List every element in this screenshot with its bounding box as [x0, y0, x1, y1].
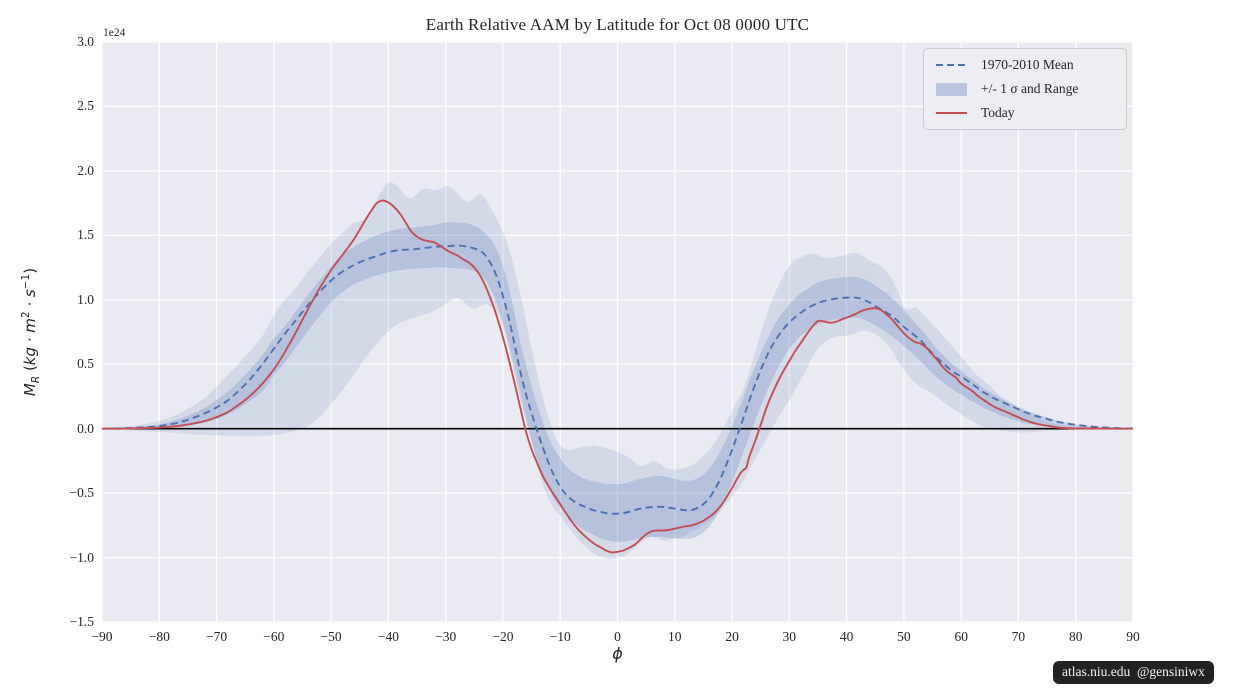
legend: 1970-2010 Mean +/- 1 σ and Range Today [923, 48, 1127, 130]
y-tick-label: 1.5 [77, 227, 94, 243]
y-tick-label: −0.5 [69, 485, 95, 501]
x-tick-label: 0 [614, 629, 621, 644]
x-tick-label: 50 [897, 629, 911, 644]
x-tick-label: 80 [1068, 629, 1083, 644]
legend-label-mean: 1970-2010 Mean [981, 57, 1074, 72]
x-tick-label: −20 [492, 629, 514, 644]
mean-line [101, 244, 1134, 515]
watermark-badge: atlas.niu.edu @gensiniwx [1053, 661, 1214, 684]
y-tick-label: 3.0 [77, 34, 94, 49]
x-tick-label: 40 [839, 629, 854, 644]
y-axis-offset-text: 1e24 [103, 27, 126, 39]
y-tick-label: −1.5 [69, 614, 95, 629]
chart-title: Earth Relative AAM by Latitude for Oct 0… [425, 15, 810, 34]
x-tick-label: 10 [668, 629, 682, 644]
y-axis-label-subscript: R [30, 375, 42, 384]
y-tick-label: −1.0 [69, 549, 95, 565]
mean-dashed-line-swatch [936, 64, 967, 66]
legend-label-today: Today [981, 105, 1015, 120]
x-tick-label: −10 [549, 629, 571, 644]
x-axis-tick-labels: −90 −80 −70 −60 −50 −40 −30 −20 −10 0 10 20 30 40 50 60… [0, 629, 1246, 651]
x-tick-label: 20 [725, 629, 739, 644]
legend-label-sigma-range: +/- 1 σ and Range [981, 81, 1079, 96]
x-tick-label: −80 [148, 629, 170, 644]
y-axis-label: MR (kg · m2 · s−1) [20, 267, 42, 397]
sigma-band [102, 222, 1133, 543]
y-axis-tick-labels: 3.0 2.5 2.0 1.5 1.0 0.5 0.0 −0.5 −1.0 −1.5 [0, 0, 95, 700]
legend-item-mean: 1970-2010 Mean [936, 57, 1116, 73]
y-axis-label-variable: M [21, 383, 39, 397]
y-tick-label: 0.0 [77, 420, 94, 436]
today-line [101, 199, 1133, 554]
x-tick-label: −70 [206, 629, 228, 644]
watermark-text: atlas.niu.edu @gensiniwx [1062, 664, 1205, 679]
range-band [102, 182, 1133, 560]
legend-item-sigma-range: +/- 1 σ and Range [936, 81, 1116, 97]
today-line-swatch [936, 112, 967, 114]
y-tick-label: 2.5 [77, 98, 94, 114]
x-axis-label: ϕ [612, 644, 623, 663]
x-tick-label: −50 [320, 629, 342, 644]
y-tick-label: 1.0 [77, 291, 94, 307]
x-tick-label: −90 [91, 629, 113, 644]
y-tick-label: 2.0 [77, 162, 94, 178]
x-tick-label: −60 [263, 629, 285, 644]
sigma-range-patch-swatch [936, 82, 967, 96]
y-tick-label: 0.5 [77, 356, 94, 372]
x-tick-label: 60 [954, 629, 968, 644]
legend-item-today: Today [936, 105, 1116, 121]
x-tick-label: 70 [1011, 629, 1026, 644]
x-tick-label: 90 [1126, 629, 1140, 644]
x-tick-label: −40 [377, 629, 399, 644]
x-tick-label: 30 [782, 629, 797, 644]
x-tick-label: −30 [435, 629, 457, 644]
